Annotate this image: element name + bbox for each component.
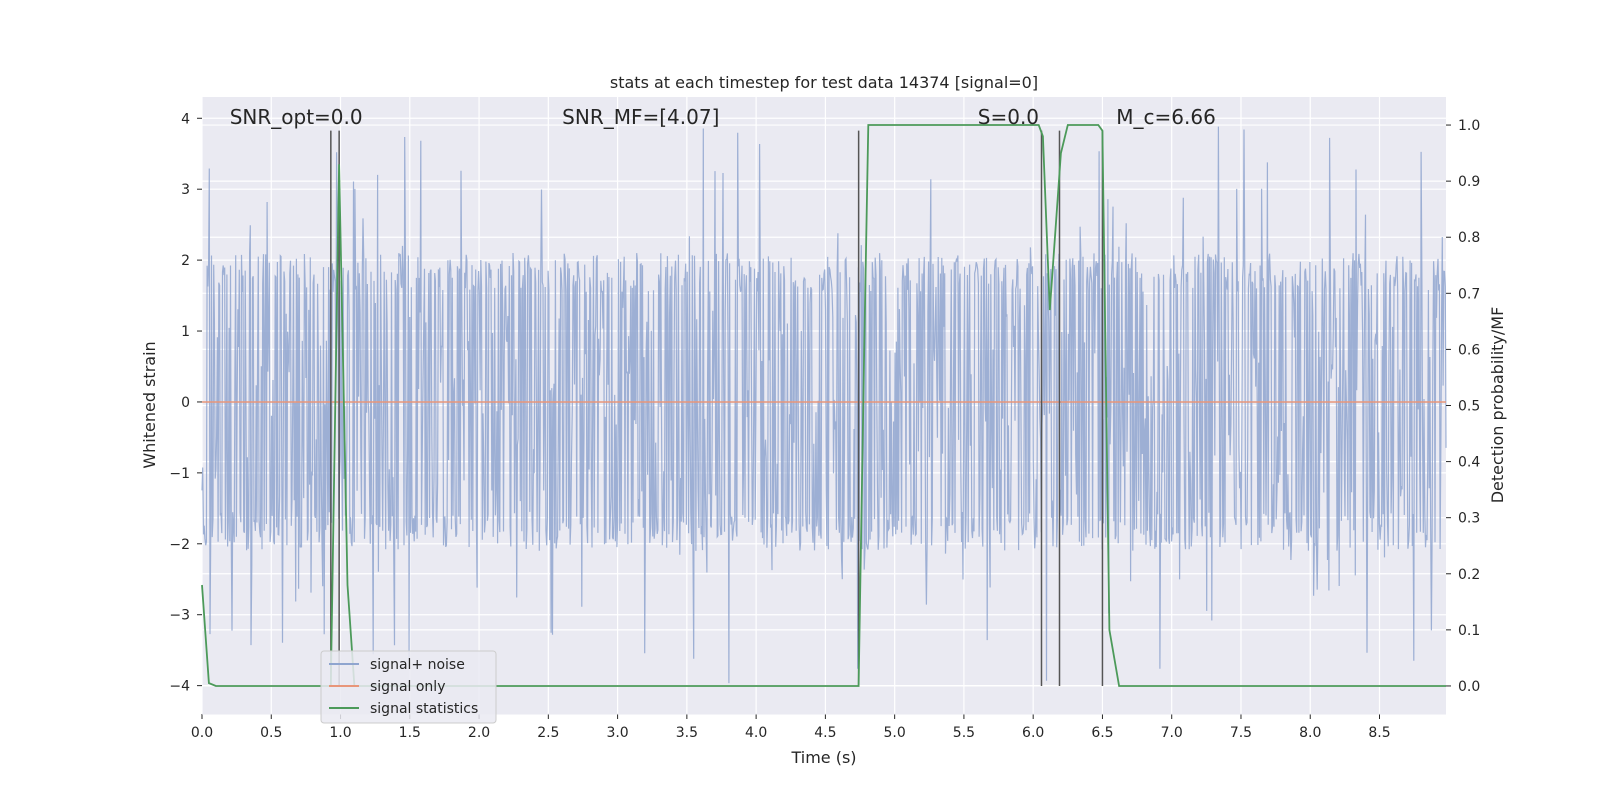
annotation: S=0.0 xyxy=(978,105,1039,129)
y-tick-label: −3 xyxy=(169,608,190,624)
x-tick-label: 4.5 xyxy=(814,725,836,741)
y2-tick-label: 0.6 xyxy=(1458,342,1480,358)
x-tick-label: 5.5 xyxy=(953,725,975,741)
x-tick-label: 7.0 xyxy=(1161,725,1183,741)
y2-tick-label: 0.4 xyxy=(1458,455,1480,471)
x-tick-label: 3.0 xyxy=(606,725,628,741)
x-tick-label: 3.5 xyxy=(676,725,698,741)
y2-tick-label: 0.2 xyxy=(1458,567,1480,583)
legend: signal+ noise signal only signal statist… xyxy=(320,650,497,724)
legend-label-signal-only: signal only xyxy=(370,679,445,695)
annotation: SNR_MF=[4.07] xyxy=(562,105,719,129)
series-signal-noise xyxy=(201,126,1447,684)
y-tick-label: 3 xyxy=(181,182,190,198)
legend-label-signal-noise: signal+ noise xyxy=(370,657,465,673)
x-tick-label: 4.0 xyxy=(745,725,767,741)
y-tick-label: −1 xyxy=(169,466,190,482)
y2-axis-label: Detection probability/MF xyxy=(1488,307,1507,504)
x-axis-label: Time (s) xyxy=(790,748,856,767)
y-tick-label: −4 xyxy=(169,679,190,695)
y2-tick-label: 0.1 xyxy=(1458,623,1480,639)
noise-trace xyxy=(201,126,1447,684)
y-tick-label: 4 xyxy=(181,111,190,127)
y2-tick-label: 0.8 xyxy=(1458,230,1480,246)
x-tick-label: 8.5 xyxy=(1368,725,1390,741)
x-tick-label: 1.0 xyxy=(329,725,351,741)
y-tick-label: 2 xyxy=(181,253,190,269)
x-tick-label: 5.0 xyxy=(884,725,906,741)
y2-tick-label: 0.3 xyxy=(1458,511,1480,527)
x-tick-label: 6.0 xyxy=(1022,725,1044,741)
annotation: SNR_opt=0.0 xyxy=(230,105,363,129)
y2-tick-label: 0.0 xyxy=(1458,679,1480,695)
annotation: M_c=6.66 xyxy=(1116,105,1216,129)
y2-tick-label: 0.7 xyxy=(1458,286,1480,302)
y2-tick-label: 0.5 xyxy=(1458,399,1480,415)
x-tick-label: 0.0 xyxy=(191,725,213,741)
annotations: SNR_opt=0.0 SNR_MF=[4.07] S=0.0 M_c=6.66 xyxy=(230,105,1216,129)
x-tick-label: 8.0 xyxy=(1299,725,1321,741)
y-tick-label: −2 xyxy=(169,537,190,553)
y2-tick-label: 1.0 xyxy=(1458,118,1480,134)
vertical-markers xyxy=(330,130,1104,686)
legend-label-signal-statistics: signal statistics xyxy=(370,701,478,717)
y-tick-label: 1 xyxy=(181,324,190,340)
y-axis-label: Whitened strain xyxy=(140,341,159,468)
y2-tick-label: 0.9 xyxy=(1458,174,1480,190)
x-tick-label: 2.5 xyxy=(537,725,559,741)
x-tick-label: 1.5 xyxy=(399,725,421,741)
x-tick-label: 2.0 xyxy=(468,725,490,741)
x-tick-label: 7.5 xyxy=(1230,725,1252,741)
chart-title: stats at each timestep for test data 143… xyxy=(610,73,1038,92)
y-tick-label: 0 xyxy=(181,395,190,411)
x-tick-label: 0.5 xyxy=(260,725,282,741)
x-tick-label: 6.5 xyxy=(1091,725,1113,741)
axes: 0.0 0.5 1.0 1.5 2.0 2.5 3.0 3.5 4.0 4.5 5.0 5.5 6.0 6… xyxy=(169,111,1480,741)
legend-box xyxy=(320,650,497,724)
